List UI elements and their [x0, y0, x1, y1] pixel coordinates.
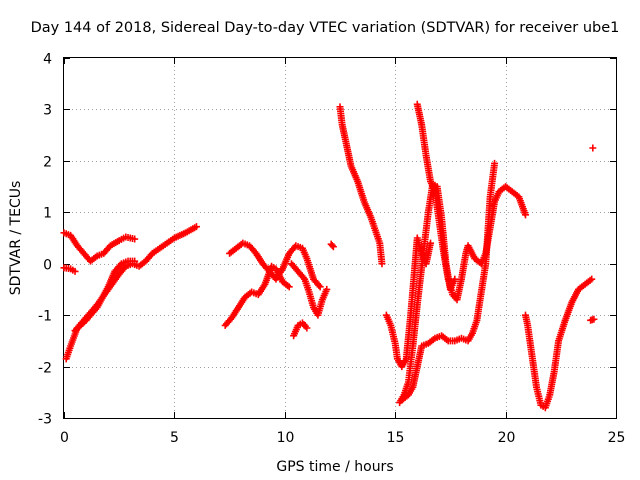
grid [64, 58, 616, 418]
y-tick-label: 3 [43, 103, 52, 119]
series-seg-o [521, 275, 596, 412]
y-tick-label: -3 [38, 412, 52, 428]
data-point [589, 144, 597, 152]
y-tick-label: -2 [38, 361, 52, 377]
y-axis-label: SDTVAR / TECUs [8, 181, 24, 296]
data-point [323, 285, 331, 293]
series-seg-b [60, 264, 79, 275]
x-tick-label: 20 [498, 430, 516, 446]
series-seg-c [62, 223, 200, 363]
series-seg-n [396, 180, 459, 407]
plot-frame [63, 57, 617, 419]
y-tick-label: 4 [43, 52, 52, 68]
data-point [590, 315, 598, 323]
series-seg-g [290, 319, 311, 340]
data-point [131, 235, 139, 243]
series-seg-h [287, 260, 331, 319]
x-axis-label: GPS time / hours [276, 459, 393, 475]
data-points [60, 100, 598, 412]
series-seg-f [226, 239, 324, 291]
y-tick-label: 2 [43, 155, 52, 171]
data-point [588, 275, 596, 283]
x-tick-label: 10 [277, 430, 295, 446]
data-point [427, 239, 435, 247]
series-seg-m [398, 159, 499, 404]
data-point [285, 283, 293, 291]
series-seg-a [60, 229, 139, 265]
x-tick-label: 15 [387, 430, 405, 446]
x-tick-label: 5 [170, 430, 179, 446]
data-point [303, 324, 311, 332]
data-point [328, 241, 336, 249]
axis-ticks: 0 5 10 15 20 25 -3 -2 -1 0 1 2 3 4 [38, 52, 625, 447]
x-tick-label: 25 [608, 430, 626, 446]
series-seg-q [589, 144, 597, 152]
y-tick-label: -1 [38, 309, 52, 325]
series-seg-j [336, 103, 386, 268]
data-point [71, 267, 79, 275]
y-tick-label: 0 [43, 258, 52, 274]
data-point [192, 223, 200, 231]
data-point [131, 257, 139, 265]
data-point [329, 243, 337, 251]
series-seg-e [221, 262, 293, 329]
data-point [521, 211, 529, 219]
data-point [491, 159, 499, 167]
series-seg-d [71, 257, 139, 335]
x-tick-label: 0 [60, 430, 69, 446]
series-seg-p [587, 315, 598, 324]
y-tick-label: 1 [43, 206, 52, 222]
data-point [378, 260, 386, 268]
data-point [316, 283, 324, 291]
series-seg-i [327, 240, 337, 251]
chart-title: Day 144 of 2018, Sidereal Day-to-day VTE… [31, 20, 620, 36]
data-point [451, 275, 459, 283]
